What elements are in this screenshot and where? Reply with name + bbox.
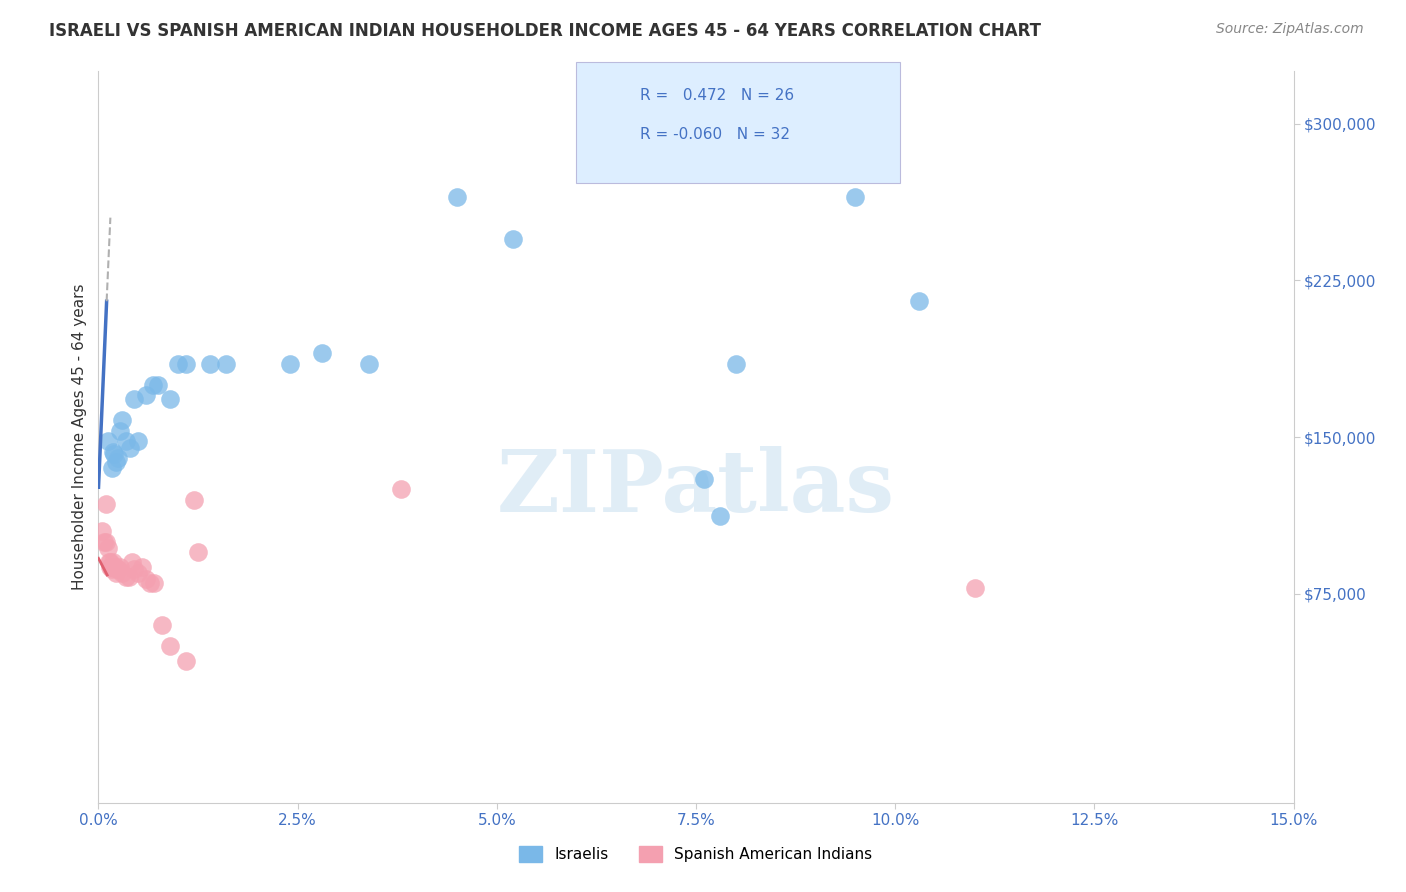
Point xyxy=(107,562,129,576)
Point xyxy=(187,545,209,559)
Point xyxy=(107,450,129,465)
Point xyxy=(148,377,170,392)
Point xyxy=(908,294,931,309)
Point xyxy=(159,392,181,407)
Point xyxy=(359,357,381,371)
Point xyxy=(150,618,173,632)
Point xyxy=(124,562,146,576)
Point xyxy=(104,455,127,469)
Point xyxy=(104,559,127,574)
Point xyxy=(108,559,131,574)
Point xyxy=(105,562,128,576)
Point xyxy=(278,357,301,371)
Point xyxy=(96,534,118,549)
Point xyxy=(93,534,115,549)
Point xyxy=(183,492,205,507)
Point xyxy=(98,559,121,574)
Point xyxy=(111,413,134,427)
Point xyxy=(101,556,124,570)
Point xyxy=(135,388,157,402)
Point xyxy=(101,562,124,576)
Point xyxy=(101,444,124,458)
Point xyxy=(115,570,138,584)
Text: ISRAELI VS SPANISH AMERICAN INDIAN HOUSEHOLDER INCOME AGES 45 - 64 YEARS CORRELA: ISRAELI VS SPANISH AMERICAN INDIAN HOUSE… xyxy=(49,22,1042,40)
Point xyxy=(127,434,149,449)
Point xyxy=(174,357,197,371)
Point xyxy=(215,357,238,371)
Point xyxy=(118,570,141,584)
Text: Source: ZipAtlas.com: Source: ZipAtlas.com xyxy=(1216,22,1364,37)
Point xyxy=(120,441,142,455)
Point xyxy=(198,357,221,371)
Point xyxy=(97,434,120,449)
Point xyxy=(446,190,468,204)
Point xyxy=(108,424,131,438)
Point xyxy=(131,559,153,574)
Point xyxy=(159,639,181,653)
Y-axis label: Householder Income Ages 45 - 64 years: Householder Income Ages 45 - 64 years xyxy=(72,284,87,591)
Text: ZIPatlas: ZIPatlas xyxy=(496,446,896,530)
Point xyxy=(174,654,197,668)
Point xyxy=(502,231,524,245)
Legend: Israelis, Spanish American Indians: Israelis, Spanish American Indians xyxy=(513,840,879,868)
Point xyxy=(127,566,149,580)
Point xyxy=(135,572,157,586)
Text: R = -0.060   N = 32: R = -0.060 N = 32 xyxy=(640,128,790,143)
Point xyxy=(101,461,124,475)
Point xyxy=(100,559,122,574)
Point xyxy=(97,556,120,570)
Point xyxy=(104,566,127,580)
Point xyxy=(143,576,166,591)
Point xyxy=(139,576,162,591)
Text: R =   0.472   N = 26: R = 0.472 N = 26 xyxy=(640,88,794,103)
Point xyxy=(693,472,716,486)
Point xyxy=(111,566,134,580)
Point xyxy=(724,357,747,371)
Point xyxy=(94,497,117,511)
Point xyxy=(91,524,114,538)
Point xyxy=(121,556,143,570)
Point xyxy=(124,392,146,407)
Point xyxy=(98,556,122,570)
Point xyxy=(103,559,125,574)
Point xyxy=(115,434,138,449)
Point xyxy=(709,509,731,524)
Point xyxy=(167,357,190,371)
Point xyxy=(311,346,333,360)
Point xyxy=(844,190,866,204)
Point xyxy=(963,581,986,595)
Point xyxy=(142,377,165,392)
Point xyxy=(389,483,412,497)
Point xyxy=(97,541,120,555)
Point xyxy=(103,447,125,461)
